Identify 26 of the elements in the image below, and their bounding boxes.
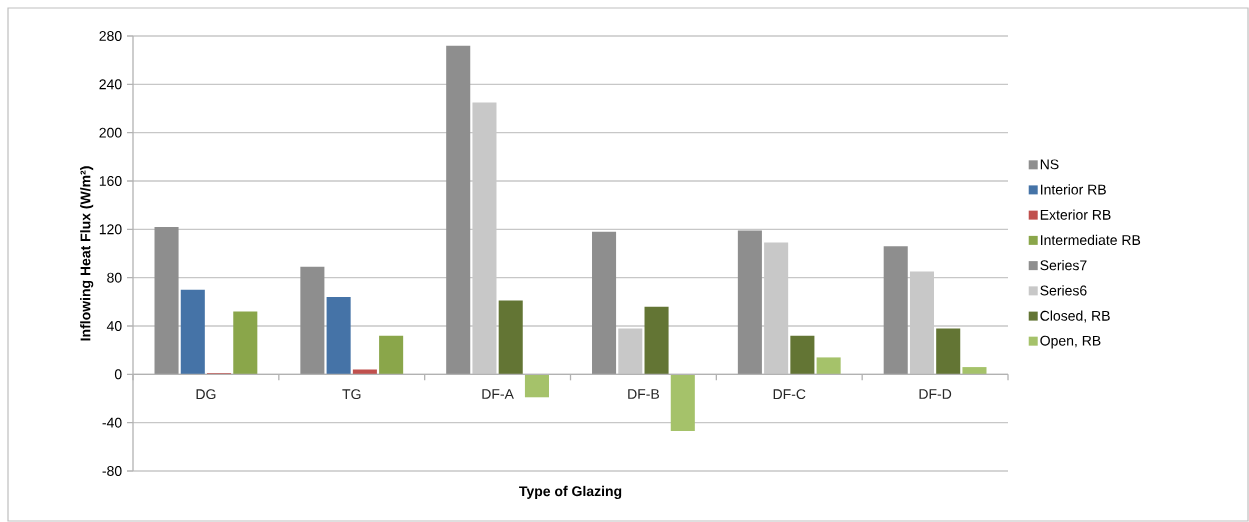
legend-label: Closed, RB <box>1040 310 1110 323</box>
y-axis-title: Inflowing Heat Flux (W/m²) <box>80 166 94 341</box>
y-tick-label: 160 <box>99 176 122 186</box>
y-tick-label: 40 <box>106 321 122 331</box>
x-tick-label: DF-D <box>919 389 952 399</box>
y-tick-label: 280 <box>99 31 122 41</box>
legend-label: Series6 <box>1040 285 1087 296</box>
legend-label: Exterior RB <box>1040 209 1111 220</box>
y-tick-label: -80 <box>102 466 122 476</box>
x-tick-label: DG <box>196 389 216 400</box>
y-tick-label: 120 <box>99 224 122 235</box>
y-tick-label: -40 <box>102 417 122 428</box>
legend-label: Series7 <box>1040 260 1087 271</box>
y-tick-label: 80 <box>107 272 122 283</box>
legend-label: Intermediate RB <box>1041 234 1141 246</box>
legend-label: Interior RB <box>1041 184 1106 195</box>
y-tick-label: 240 <box>99 79 122 90</box>
x-tick-label: DF-C <box>773 389 806 400</box>
y-tick-label: 200 <box>99 127 122 138</box>
x-tick-label: DF-A <box>482 389 514 399</box>
x-tick-label: TG <box>342 389 361 400</box>
legend-label: NS <box>1040 159 1059 170</box>
x-tick-label: DF-B <box>628 389 660 399</box>
legend-label: Open, RB <box>1040 335 1101 349</box>
y-tick-label: 0 <box>114 369 122 380</box>
x-axis-title: Type of Glazing <box>519 485 622 499</box>
